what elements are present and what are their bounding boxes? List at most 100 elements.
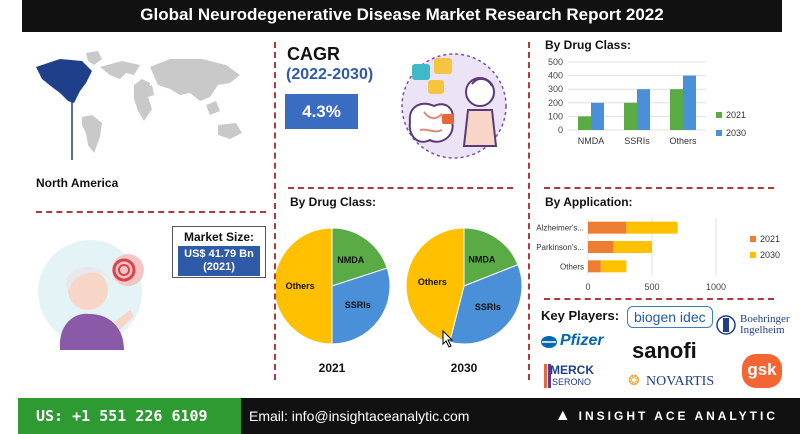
y-tick-label: Alzheimer's... bbox=[536, 224, 584, 233]
region-pointer-dot bbox=[69, 90, 75, 96]
pfizer-icon bbox=[541, 336, 557, 348]
x-tick-label: SSRIs bbox=[624, 136, 650, 146]
world-map-continents bbox=[82, 59, 242, 153]
divider-right-bottom bbox=[544, 298, 774, 300]
y-tick-label: Others bbox=[560, 262, 584, 271]
bar bbox=[600, 260, 627, 273]
logo-boehringer-line2: Ingelheim bbox=[740, 324, 785, 336]
pie-slice-label: Others bbox=[286, 281, 315, 291]
legend-swatch bbox=[716, 130, 722, 136]
brain-puzzle-illustration bbox=[401, 53, 507, 159]
legend-label: 2021 bbox=[726, 110, 746, 120]
logo-biogen: biogen idec bbox=[627, 306, 713, 328]
y-tick-label: Parkinson's... bbox=[536, 243, 584, 252]
logo-novartis-text: NOVARTIS bbox=[646, 374, 715, 389]
merck-icon bbox=[544, 364, 551, 388]
pie-slice-label: SSRIs bbox=[345, 300, 371, 310]
market-size-value-line1: US$ 41.79 Bn bbox=[184, 248, 254, 260]
market-size-value-line2: (2021) bbox=[203, 261, 235, 273]
logo-sanofi: sanofi bbox=[632, 338, 697, 363]
boehringer-icon bbox=[716, 315, 736, 335]
pie-slice-label: NMDA bbox=[337, 255, 364, 265]
greenland-shape bbox=[86, 51, 102, 65]
pie-slice bbox=[405, 227, 465, 343]
mouse-cursor-icon bbox=[442, 330, 454, 348]
north-america-highlight bbox=[36, 59, 92, 103]
pie-year-label: 2021 bbox=[319, 361, 346, 375]
pie-slice bbox=[331, 267, 391, 345]
market-size-box: Market Size: US$ 41.79 Bn (2021) bbox=[172, 226, 266, 278]
bar bbox=[624, 102, 637, 130]
pie-slice bbox=[463, 227, 519, 287]
application-bar-chart: 0 500 1000 Alzheimer's... Parkinson's... Othe… bbox=[536, 218, 780, 292]
pie-year-label: 2030 bbox=[451, 361, 478, 375]
cagr-title: CAGR bbox=[287, 44, 340, 64]
logo-pfizer-text: Pfizer bbox=[560, 332, 604, 349]
footer-brand: ▲ INSIGHT ACE ANALYTIC bbox=[555, 398, 778, 434]
puzzle-piece-icon bbox=[428, 80, 444, 94]
pie-slice-label: NMDA bbox=[468, 255, 495, 265]
bar bbox=[588, 221, 627, 234]
logo-gsk: gsk bbox=[742, 354, 782, 388]
market-size-label: Market Size: bbox=[183, 230, 255, 244]
legend-label: 2030 bbox=[726, 128, 746, 138]
x-tick-label: 1000 bbox=[706, 282, 726, 292]
x-tick-label: NMDA bbox=[578, 136, 605, 146]
puzzle-piece-icon bbox=[442, 114, 454, 124]
bar bbox=[591, 102, 604, 130]
cagr-period: (2022-2030) bbox=[286, 66, 374, 83]
puzzle-piece-icon bbox=[412, 64, 430, 80]
legend-label: 2021 bbox=[760, 234, 780, 244]
legend-swatch bbox=[716, 112, 722, 118]
bar bbox=[588, 241, 614, 253]
divider-vertical-left bbox=[274, 42, 276, 380]
y-tick-label: 200 bbox=[548, 98, 563, 108]
footer-brand-text: INSIGHT ACE ANALYTIC bbox=[578, 409, 778, 423]
y-tick-label: 300 bbox=[548, 84, 563, 94]
y-tick-label: 500 bbox=[548, 57, 563, 67]
logo-merck-line1: MERCK bbox=[550, 363, 594, 377]
key-players-label: Key Players: bbox=[541, 308, 620, 323]
x-tick-label: 0 bbox=[585, 282, 590, 292]
elderly-person-illustration bbox=[38, 240, 144, 350]
body-shape bbox=[59, 313, 124, 350]
x-tick-label: Others bbox=[669, 136, 697, 146]
x-tick-label: 500 bbox=[644, 282, 659, 292]
bar bbox=[637, 89, 650, 130]
logo-boehringer-line1: Boehringer bbox=[740, 313, 790, 325]
pie-slice bbox=[448, 263, 523, 345]
bar bbox=[626, 221, 678, 234]
divider-middle bbox=[288, 187, 513, 189]
logo-merck-line2: SERONO bbox=[552, 377, 592, 387]
region-label: North America bbox=[36, 176, 119, 190]
cagr-value: 4.3% bbox=[285, 94, 358, 129]
bar bbox=[670, 89, 683, 130]
brand-logo-icon: ▲ bbox=[554, 407, 571, 424]
divider-left bbox=[36, 211, 266, 213]
legend-swatch bbox=[750, 236, 756, 242]
brain-target-icon bbox=[112, 254, 144, 286]
divider-right-top bbox=[544, 187, 774, 189]
y-tick-label: 400 bbox=[548, 71, 563, 81]
footer-phone: US: +1 551 226 6109 bbox=[18, 398, 241, 434]
bar bbox=[578, 116, 591, 130]
market-size-value: US$ 41.79 Bn (2021) bbox=[178, 246, 260, 276]
novartis-icon: ❂ bbox=[628, 372, 640, 388]
bar bbox=[683, 75, 696, 130]
legend-label: 2030 bbox=[760, 250, 780, 260]
face-icon bbox=[68, 270, 108, 310]
divider-vertical-right bbox=[528, 42, 530, 380]
legend-swatch bbox=[750, 252, 756, 258]
pie-charts: NMDA SSRIs Others 2021 NMDA SSRIs Others 2030 bbox=[276, 227, 523, 375]
pie-section-title: By Drug Class: bbox=[290, 195, 377, 209]
world-map bbox=[36, 51, 242, 160]
pie-slice-label: SSRIs bbox=[475, 302, 501, 312]
footer-bar: Email: info@insightaceanalytic.com ▲ INSI… bbox=[241, 398, 800, 434]
pie-slice-label: Others bbox=[418, 277, 447, 287]
puzzle-piece-icon bbox=[434, 58, 452, 74]
pie-slice bbox=[331, 227, 388, 287]
y-tick-label: 0 bbox=[558, 125, 563, 135]
footer-email: Email: info@insightaceanalytic.com bbox=[249, 408, 470, 424]
page-title: Global Neurodegenerative Disease Market … bbox=[22, 0, 782, 32]
y-tick-label: 100 bbox=[548, 111, 563, 121]
